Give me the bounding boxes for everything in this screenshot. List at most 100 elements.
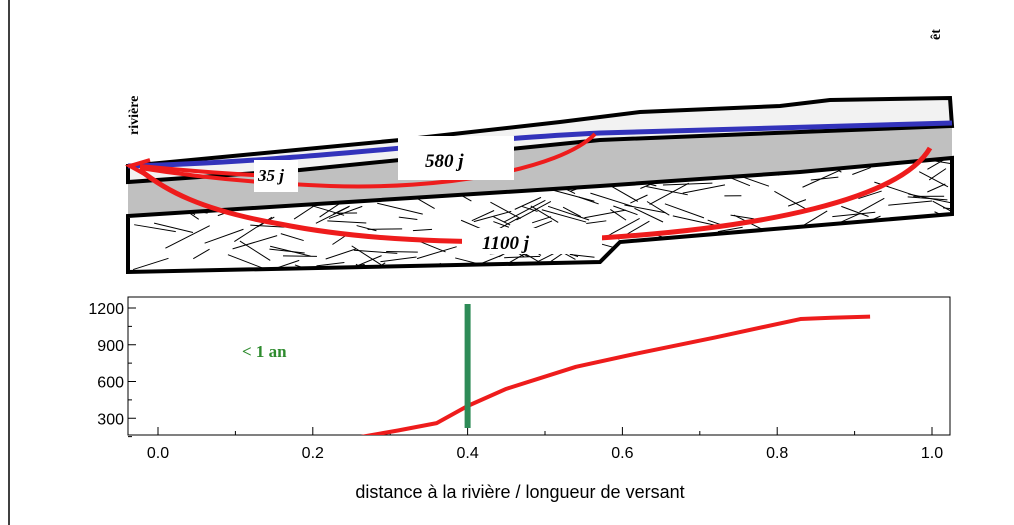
fracture-hatch (927, 183, 946, 193)
fracture-hatch (909, 239, 929, 246)
fracture-hatch (662, 182, 713, 186)
fracture-hatch (657, 264, 677, 269)
fracture-hatch (250, 224, 285, 228)
fracture-hatch (416, 246, 457, 260)
label-box-1100j: 1100 j (462, 228, 602, 254)
fracture-hatch (918, 171, 949, 188)
label-box-bg (462, 228, 602, 254)
flowpath-580j (139, 132, 597, 189)
fracture-hatch (570, 253, 595, 258)
x-tick-label: 0.6 (611, 445, 633, 462)
x-axis-label: distance à la rivière / longueur de vers… (355, 482, 684, 502)
fracture-hatch (884, 228, 927, 241)
fracture-hatch (325, 248, 357, 260)
y-tick-label: 900 (97, 338, 124, 355)
fracture-hatch (418, 198, 435, 209)
hillslope-cross-section: 35 j 580 j 1100 j rivière êt (124, 29, 955, 275)
fracture-hatch (398, 216, 418, 220)
fracture-hatch (576, 270, 612, 272)
y-tick-label: 300 (97, 411, 124, 428)
x-axis: 0.0 0.2 0.4 0.6 0.8 1.0 (147, 427, 943, 462)
label-box-35j: 35 j (254, 160, 298, 192)
fracture-hatch (327, 220, 367, 224)
fracture-hatch (503, 199, 546, 223)
y-tick-label: 1200 (88, 301, 124, 318)
fracture-hatch (787, 199, 807, 207)
fracture-hatch (859, 197, 885, 213)
label-box-580j: 580 j (398, 136, 514, 180)
fracture-hatch (531, 216, 552, 224)
fracture-hatch (907, 196, 948, 201)
fracture-hatch (918, 222, 946, 229)
chart-annotation: < 1 an (242, 342, 287, 361)
fracture-hatch (832, 211, 876, 218)
fracture-hatch (504, 255, 541, 259)
fracture-hatch (930, 256, 952, 271)
fracture-hatch (708, 237, 756, 254)
fracture-hatch (280, 233, 304, 242)
fracture-hatch (377, 202, 423, 215)
fracture-hatch (562, 206, 582, 218)
fracture-hatch (759, 233, 793, 236)
x-tick-label: 0.8 (766, 445, 788, 462)
fracture-hatch (943, 207, 952, 214)
fracture-hatch (889, 255, 931, 264)
fracture-hatch (232, 235, 278, 250)
fracture-hatch (782, 237, 802, 244)
fracture-hatch (351, 245, 390, 271)
fracture-hatch (516, 201, 552, 221)
fracture-hatch (774, 190, 809, 211)
fracture-hatch (328, 205, 363, 219)
fracture-hatch (227, 254, 269, 271)
x-tick-label: 0.2 (302, 445, 324, 462)
fracture-hatch (810, 176, 839, 181)
fracture-hatch (293, 203, 317, 220)
fracture-hatch (153, 222, 194, 233)
transit-label-35j: 35 j (257, 166, 284, 185)
fracture-hatch (888, 200, 933, 206)
fracture-hatch (684, 263, 707, 272)
water-table-line (127, 120, 953, 169)
fracture-hatch (717, 226, 743, 233)
y-tick-label: 600 (97, 375, 124, 392)
fracture-hatch (827, 259, 869, 272)
fracture-hatch (514, 196, 542, 210)
fracture-hatch (541, 209, 587, 223)
fracture-hatch (856, 265, 883, 272)
fracture-hatch (269, 259, 300, 271)
fracture-hatch (493, 221, 510, 228)
flowpath-arrowhead (124, 158, 151, 178)
fracture-hatch (672, 215, 719, 227)
transit-label-580j: 580 j (425, 151, 464, 172)
fracture-hatch (386, 250, 418, 253)
transit-label-1100j: 1100 j (482, 233, 530, 254)
fracture-hatch (836, 212, 861, 225)
fracture-hatch (671, 256, 694, 268)
fracture-hatch (204, 228, 244, 244)
fracture-hatch (306, 203, 345, 216)
fracture-hatch (932, 200, 952, 221)
fracture-hatch (923, 250, 947, 261)
fracture-hatch (852, 167, 871, 175)
fracture-hatch (923, 228, 952, 239)
fracture-hatch (714, 257, 743, 264)
fracture-hatch (610, 217, 640, 235)
fracture-hatch (549, 188, 595, 202)
fracture-hatch (668, 247, 691, 259)
river-label: rivière (127, 96, 142, 135)
fracture-hatch (630, 194, 648, 204)
fracture-hatch (270, 245, 311, 257)
fracture-hatch (412, 228, 433, 232)
fracture-hatch (797, 210, 828, 230)
fracture-hatch (356, 225, 377, 232)
fracture-hatch (165, 225, 210, 249)
fracture-hatch (590, 192, 633, 207)
plot-frame (127, 296, 951, 436)
fracture-hatch (712, 235, 729, 245)
fracture-hatch (316, 262, 345, 267)
fracture-hatch (731, 263, 748, 272)
weathered-layer (128, 126, 952, 216)
fracture-hatch (646, 186, 688, 196)
fracture-hatch (793, 242, 834, 269)
